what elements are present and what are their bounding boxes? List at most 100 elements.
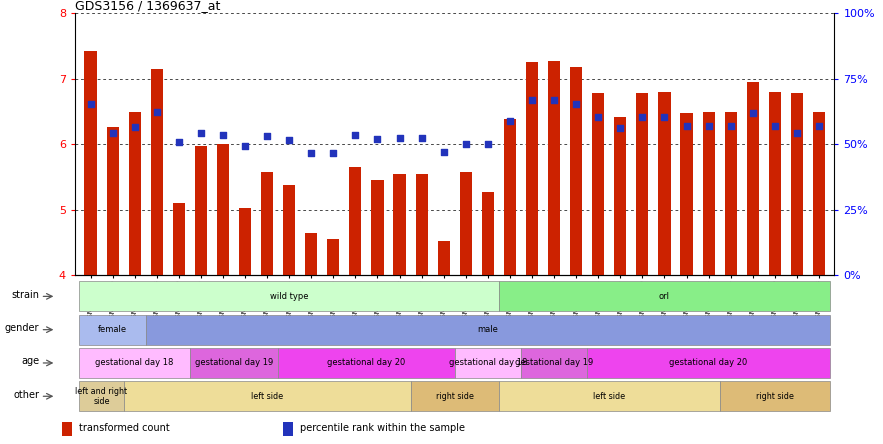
Point	[348, 131, 362, 139]
Bar	[85, 52, 96, 275]
Bar	[592, 93, 604, 275]
Point	[502, 117, 517, 124]
Bar	[79, 315, 146, 345]
Bar	[328, 239, 339, 275]
Bar	[107, 127, 118, 275]
Bar	[129, 112, 140, 275]
Point	[789, 129, 804, 136]
Text: left side: left side	[593, 392, 625, 401]
Bar	[190, 348, 278, 378]
Point	[171, 138, 185, 145]
Bar	[455, 348, 521, 378]
Point	[215, 131, 230, 139]
Bar	[548, 61, 560, 275]
Bar	[151, 69, 162, 275]
Point	[569, 100, 583, 107]
Text: gestational day 20: gestational day 20	[669, 358, 748, 368]
Bar	[79, 381, 124, 411]
Point	[701, 123, 715, 130]
Bar	[570, 67, 582, 275]
Bar	[394, 174, 405, 275]
Bar	[587, 348, 830, 378]
Bar	[769, 92, 781, 275]
Point	[657, 113, 671, 120]
Point	[238, 143, 252, 150]
Text: transformed count: transformed count	[79, 423, 170, 433]
Text: gestational day 18: gestational day 18	[95, 358, 174, 368]
Bar	[460, 172, 472, 275]
Point	[260, 133, 274, 140]
Bar	[681, 113, 692, 275]
Bar	[283, 185, 295, 275]
Bar	[499, 381, 720, 411]
Bar	[261, 172, 273, 275]
Bar	[411, 381, 499, 411]
Point	[723, 123, 737, 130]
Point	[304, 149, 318, 156]
Text: left and right
side: left and right side	[75, 387, 128, 406]
Point	[127, 123, 141, 130]
Text: gestational day 20: gestational day 20	[328, 358, 405, 368]
Text: orl: orl	[659, 292, 670, 301]
Text: right side: right side	[436, 392, 473, 401]
Point	[480, 141, 494, 148]
Point	[635, 113, 649, 120]
Bar	[372, 180, 383, 275]
Bar	[239, 209, 251, 275]
Bar	[278, 348, 455, 378]
Point	[745, 109, 759, 116]
Bar	[504, 119, 516, 275]
Bar	[521, 348, 587, 378]
Point	[392, 134, 406, 141]
Text: wild type: wild type	[270, 292, 308, 301]
Text: male: male	[478, 325, 498, 334]
Text: age: age	[21, 356, 39, 366]
Point	[370, 135, 384, 143]
Text: gestational day 19: gestational day 19	[515, 358, 593, 368]
Bar	[195, 146, 207, 275]
Bar	[62, 422, 72, 436]
Bar	[306, 233, 317, 275]
Bar	[79, 348, 190, 378]
Bar	[720, 381, 830, 411]
Text: percentile rank within the sample: percentile rank within the sample	[300, 423, 465, 433]
Point	[679, 123, 693, 130]
Point	[414, 135, 428, 142]
Bar	[813, 111, 825, 275]
Bar	[217, 144, 229, 275]
Point	[613, 124, 627, 131]
Bar	[173, 203, 185, 275]
Text: female: female	[98, 325, 127, 334]
Text: strain: strain	[11, 289, 39, 300]
Point	[282, 136, 296, 143]
Point	[811, 123, 826, 130]
Text: other: other	[13, 389, 39, 400]
Bar	[725, 111, 736, 275]
Text: GDS3156 / 1369637_at: GDS3156 / 1369637_at	[75, 0, 221, 12]
Bar	[659, 92, 670, 275]
Bar	[124, 381, 411, 411]
Bar	[526, 63, 538, 275]
Point	[547, 96, 561, 103]
Bar	[747, 82, 758, 275]
Text: right side: right side	[756, 392, 794, 401]
Bar	[615, 117, 626, 275]
Bar	[438, 241, 449, 275]
Point	[84, 100, 98, 107]
Point	[106, 129, 120, 136]
Text: left side: left side	[251, 392, 283, 401]
Text: gestational day 18: gestational day 18	[449, 358, 527, 368]
Bar	[482, 192, 494, 275]
Bar	[499, 281, 830, 311]
Bar	[637, 93, 648, 275]
Point	[193, 130, 208, 137]
Point	[525, 96, 539, 103]
Point	[149, 108, 163, 115]
Point	[326, 149, 340, 156]
Bar	[79, 281, 499, 311]
Point	[458, 141, 472, 148]
Bar	[703, 112, 714, 275]
Bar	[416, 174, 427, 275]
Bar	[283, 422, 293, 436]
Bar	[791, 93, 803, 275]
